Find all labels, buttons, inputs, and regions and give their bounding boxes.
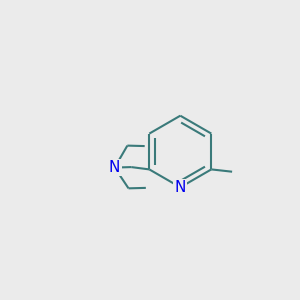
Text: N: N [175,180,186,195]
Text: N: N [109,160,120,175]
